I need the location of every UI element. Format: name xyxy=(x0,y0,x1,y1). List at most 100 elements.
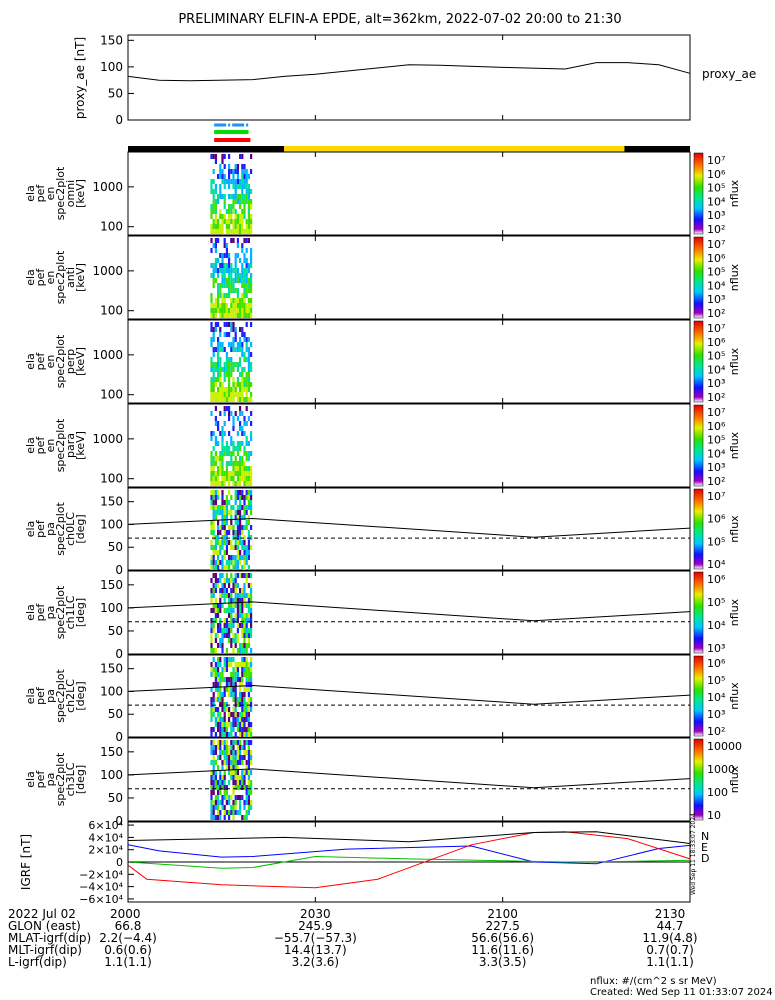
spec-cell xyxy=(230,372,233,377)
spec_omni-cbar-tick: 10³ xyxy=(707,209,725,222)
spec-cell xyxy=(210,697,213,702)
spec-cell xyxy=(241,525,244,530)
spec-cell xyxy=(239,214,242,219)
spec-cell xyxy=(221,224,224,229)
spec-cell xyxy=(228,273,231,278)
spec-cell xyxy=(221,697,224,702)
spec-cell xyxy=(228,164,231,169)
spec-cell xyxy=(221,461,224,466)
pa_ch1-cbar-label: nflux xyxy=(728,598,741,626)
spec-cell xyxy=(245,555,248,560)
spec-cell xyxy=(234,461,237,466)
spec-cell xyxy=(245,510,248,515)
spec-cell xyxy=(232,697,235,702)
spec-cell xyxy=(210,667,213,672)
spec-cell xyxy=(247,603,250,608)
spec-cell xyxy=(221,471,224,476)
spec-cell xyxy=(247,727,250,732)
spec-cell xyxy=(225,560,228,565)
spec-cell xyxy=(230,179,233,184)
spec-cell xyxy=(214,583,217,588)
spec-cell xyxy=(232,268,235,273)
spec-cell xyxy=(232,555,235,560)
spec-cell xyxy=(225,263,228,268)
spec-cell xyxy=(212,727,215,732)
spec-cell xyxy=(239,337,242,342)
spec-cell xyxy=(241,397,244,402)
spec-cell xyxy=(239,224,242,229)
igrf-legend-N: N xyxy=(701,830,709,843)
spec-cell xyxy=(236,667,239,672)
spec-cell xyxy=(228,471,231,476)
spec-cell xyxy=(250,411,253,416)
spec-cell xyxy=(241,461,244,466)
spec-cell xyxy=(212,495,215,500)
spec-cell xyxy=(230,510,233,515)
spec-cell xyxy=(245,795,248,800)
spec-cell xyxy=(210,392,213,397)
spec-cell xyxy=(245,229,248,234)
spec-cell xyxy=(239,397,242,402)
spec-cell xyxy=(241,392,244,397)
spec-cell xyxy=(217,362,220,367)
spec-cell xyxy=(243,451,246,456)
spec-cell xyxy=(247,268,250,273)
spec-cell xyxy=(236,367,239,372)
spec-cell xyxy=(217,687,220,692)
spec-cell xyxy=(239,372,242,377)
pa_ch1-ylabel: ela xyxy=(24,604,37,621)
spec-cell xyxy=(221,717,224,722)
spec-cell xyxy=(241,219,244,224)
spec-cell xyxy=(247,770,250,775)
spec-cell xyxy=(217,712,220,717)
spec-cell xyxy=(245,662,248,667)
spec-cell xyxy=(247,712,250,717)
spec-cell xyxy=(247,535,250,540)
spec_perp-ylabel: en xyxy=(44,355,57,369)
spec_perp-ylabel: perp xyxy=(64,349,77,374)
spec-cell xyxy=(223,362,226,367)
spec_anti-cells xyxy=(210,238,253,318)
spec-cell xyxy=(243,593,246,598)
spec-cell xyxy=(232,770,235,775)
spec-cell xyxy=(228,387,231,392)
spec-cell xyxy=(236,573,239,578)
spec-cell xyxy=(230,505,233,510)
spec-cell xyxy=(239,490,242,495)
spec-cell xyxy=(243,697,246,702)
spec-cell xyxy=(228,598,231,603)
spec-cell xyxy=(250,727,253,732)
spec-cell xyxy=(214,263,217,268)
spec-cell xyxy=(221,702,224,707)
spec-cell xyxy=(236,535,239,540)
spec-cell xyxy=(223,628,226,633)
spec-cell xyxy=(234,775,237,780)
spec-cell xyxy=(210,588,213,593)
spec-cell xyxy=(212,775,215,780)
spec-cell xyxy=(234,298,237,303)
spec-cell xyxy=(221,154,224,159)
spec-cell xyxy=(250,732,253,737)
spec-cell xyxy=(234,672,237,677)
spec-cell xyxy=(217,357,220,362)
spec-cell xyxy=(223,760,226,765)
spec-cell xyxy=(243,510,246,515)
spec-cell xyxy=(234,214,237,219)
spec-cell xyxy=(239,702,242,707)
spec-cell xyxy=(214,638,217,643)
spec-cell xyxy=(212,603,215,608)
spec-cell xyxy=(221,740,224,745)
spec-cell xyxy=(225,362,228,367)
spec-cell xyxy=(223,174,226,179)
spec-cell xyxy=(228,732,231,737)
spec-cell xyxy=(223,505,226,510)
spec-cell xyxy=(239,278,242,283)
spec-cell xyxy=(247,372,250,377)
spec-cell xyxy=(225,588,228,593)
spec-cell xyxy=(221,258,224,263)
spec-cell xyxy=(223,243,226,248)
spec-cell xyxy=(236,775,239,780)
spec-cell xyxy=(219,578,222,583)
spec-cell xyxy=(232,707,235,712)
spec-cell xyxy=(225,476,228,481)
